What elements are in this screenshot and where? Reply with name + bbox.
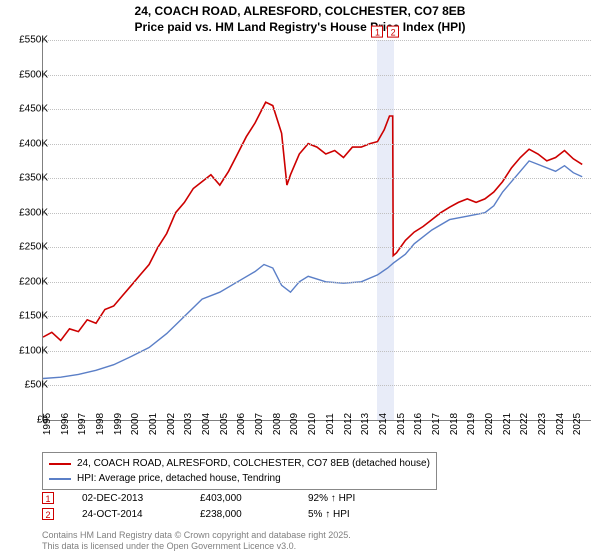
x-axis-label: 1998: [95, 413, 106, 435]
y-axis-label: £450K: [4, 104, 48, 115]
sale-date: 02-DEC-2013: [82, 493, 172, 504]
y-axis-label: £350K: [4, 173, 48, 184]
x-axis-label: 1995: [42, 413, 53, 435]
y-axis-label: £550K: [4, 35, 48, 46]
y-axis-label: £100K: [4, 345, 48, 356]
gridline: [43, 109, 591, 110]
x-axis-label: 2008: [272, 413, 283, 435]
sale-point-marker: 2: [387, 26, 399, 38]
plot-area: 12: [42, 40, 591, 421]
legend-label-1: 24, COACH ROAD, ALRESFORD, COLCHESTER, C…: [77, 456, 430, 471]
x-axis-label: 2004: [201, 413, 212, 435]
gridline: [43, 316, 591, 317]
gridline: [43, 213, 591, 214]
x-axis-label: 2020: [484, 413, 495, 435]
x-axis-label: 2007: [254, 413, 265, 435]
license-line1: Contains HM Land Registry data © Crown c…: [42, 530, 351, 541]
price-chart: 24, COACH ROAD, ALRESFORD, COLCHESTER, C…: [0, 0, 600, 560]
x-axis-label: 2001: [148, 413, 159, 435]
sale-hpi: 92% ↑ HPI: [308, 493, 355, 504]
x-axis-label: 2022: [519, 413, 530, 435]
table-row: 1 02-DEC-2013 £403,000 92% ↑ HPI: [42, 492, 355, 504]
title-line1: 24, COACH ROAD, ALRESFORD, COLCHESTER, C…: [0, 4, 600, 20]
x-axis-label: 2025: [572, 413, 583, 435]
legend-swatch-2: [49, 478, 71, 480]
x-axis-label: 2013: [360, 413, 371, 435]
license-line2: This data is licensed under the Open Gov…: [42, 541, 351, 552]
gridline: [43, 282, 591, 283]
legend-row-1: 24, COACH ROAD, ALRESFORD, COLCHESTER, C…: [49, 456, 430, 471]
x-axis-label: 2012: [343, 413, 354, 435]
legend-row-2: HPI: Average price, detached house, Tend…: [49, 471, 430, 486]
x-axis-label: 2005: [219, 413, 230, 435]
x-axis-label: 1997: [77, 413, 88, 435]
gridline: [43, 178, 591, 179]
x-axis-label: 1996: [60, 413, 71, 435]
y-axis-label: £300K: [4, 207, 48, 218]
x-axis-label: 2015: [396, 413, 407, 435]
title-line2: Price paid vs. HM Land Registry's House …: [0, 20, 600, 36]
x-axis-label: 2006: [236, 413, 247, 435]
gridline: [43, 75, 591, 76]
x-axis-label: 2018: [449, 413, 460, 435]
x-axis-label: 2003: [183, 413, 194, 435]
gridline: [43, 351, 591, 352]
y-axis-label: £500K: [4, 69, 48, 80]
legend: 24, COACH ROAD, ALRESFORD, COLCHESTER, C…: [42, 452, 437, 490]
x-axis-label: 2024: [555, 413, 566, 435]
x-axis-label: 2002: [166, 413, 177, 435]
x-axis-label: 2000: [130, 413, 141, 435]
y-axis-label: £200K: [4, 276, 48, 287]
table-row: 2 24-OCT-2014 £238,000 5% ↑ HPI: [42, 508, 355, 520]
license-text: Contains HM Land Registry data © Crown c…: [42, 530, 351, 553]
x-axis-label: 2023: [537, 413, 548, 435]
y-axis-label: £50K: [4, 380, 48, 391]
sales-table: 1 02-DEC-2013 £403,000 92% ↑ HPI 2 24-OC…: [42, 492, 355, 524]
x-axis-label: 2019: [466, 413, 477, 435]
x-axis-label: 2009: [289, 413, 300, 435]
y-axis-label: £400K: [4, 138, 48, 149]
sale-point-marker: 1: [371, 26, 383, 38]
y-axis-label: £250K: [4, 242, 48, 253]
x-axis-label: 2014: [378, 413, 389, 435]
gridline: [43, 144, 591, 145]
gridline: [43, 247, 591, 248]
sale-hpi: 5% ↑ HPI: [308, 509, 350, 520]
series-line: [43, 102, 582, 340]
gridline: [43, 40, 591, 41]
chart-title: 24, COACH ROAD, ALRESFORD, COLCHESTER, C…: [0, 0, 600, 35]
x-axis-label: 2011: [325, 413, 336, 435]
sale-date: 24-OCT-2014: [82, 509, 172, 520]
x-axis-label: 2016: [413, 413, 424, 435]
series-line: [43, 161, 582, 379]
x-axis-label: 1999: [113, 413, 124, 435]
x-axis-label: 2021: [502, 413, 513, 435]
chart-lines: [43, 40, 591, 420]
x-axis-label: 2010: [307, 413, 318, 435]
sale-marker-1: 1: [42, 492, 54, 504]
y-axis-label: £150K: [4, 311, 48, 322]
sale-price: £238,000: [200, 509, 280, 520]
sale-price: £403,000: [200, 493, 280, 504]
x-axis-label: 2017: [431, 413, 442, 435]
sale-marker-2: 2: [42, 508, 54, 520]
legend-label-2: HPI: Average price, detached house, Tend…: [77, 471, 281, 486]
legend-swatch-1: [49, 463, 71, 465]
gridline: [43, 385, 591, 386]
